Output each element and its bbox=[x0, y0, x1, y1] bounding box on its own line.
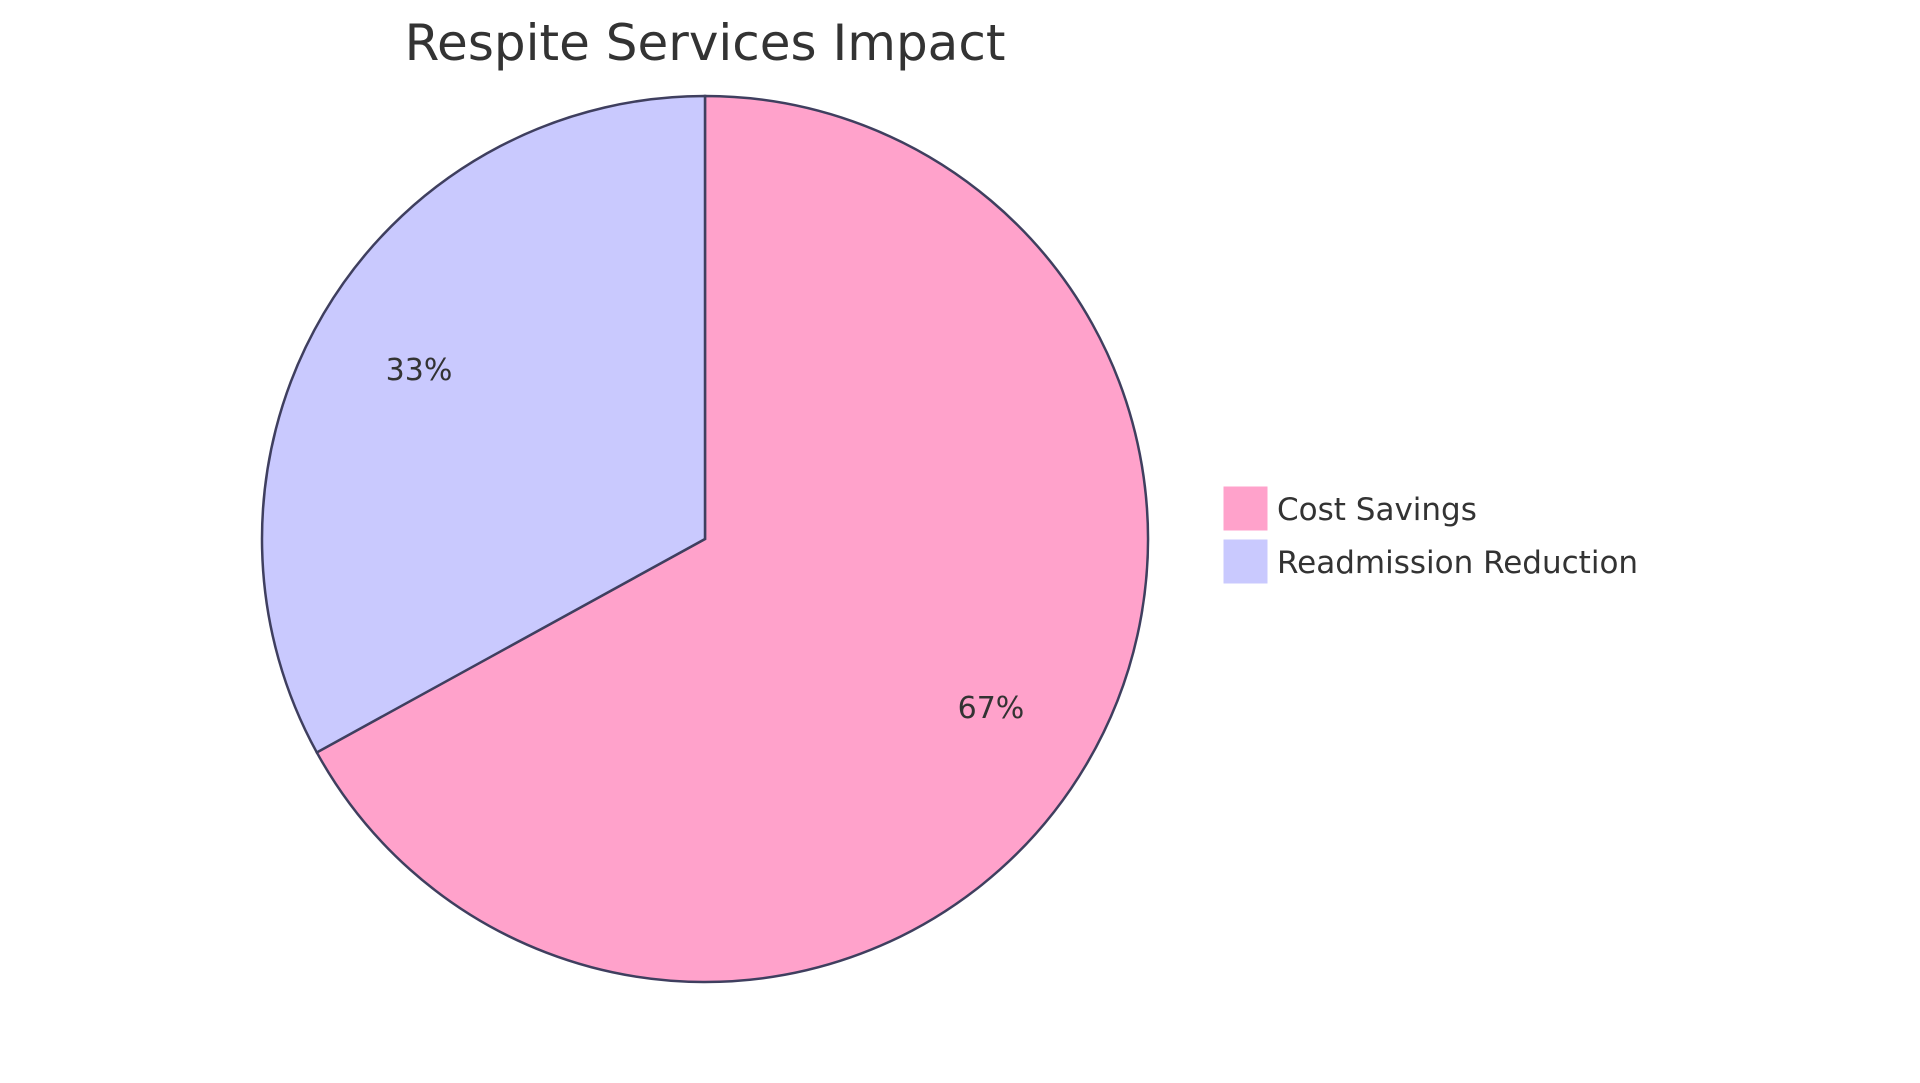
chart-title: Respite Services Impact bbox=[405, 14, 1006, 72]
slice-label: 67% bbox=[958, 691, 1025, 726]
pie-slice-cost-savings bbox=[315, 94, 1150, 984]
slice-label: 33% bbox=[386, 353, 453, 388]
pie-slice-readmission-reduction bbox=[260, 94, 707, 755]
legend-swatch bbox=[1222, 538, 1269, 585]
legend-label: Readmission Reduction bbox=[1277, 545, 1638, 581]
legend-swatch bbox=[1222, 485, 1269, 532]
legend-label: Cost Savings bbox=[1277, 492, 1477, 528]
